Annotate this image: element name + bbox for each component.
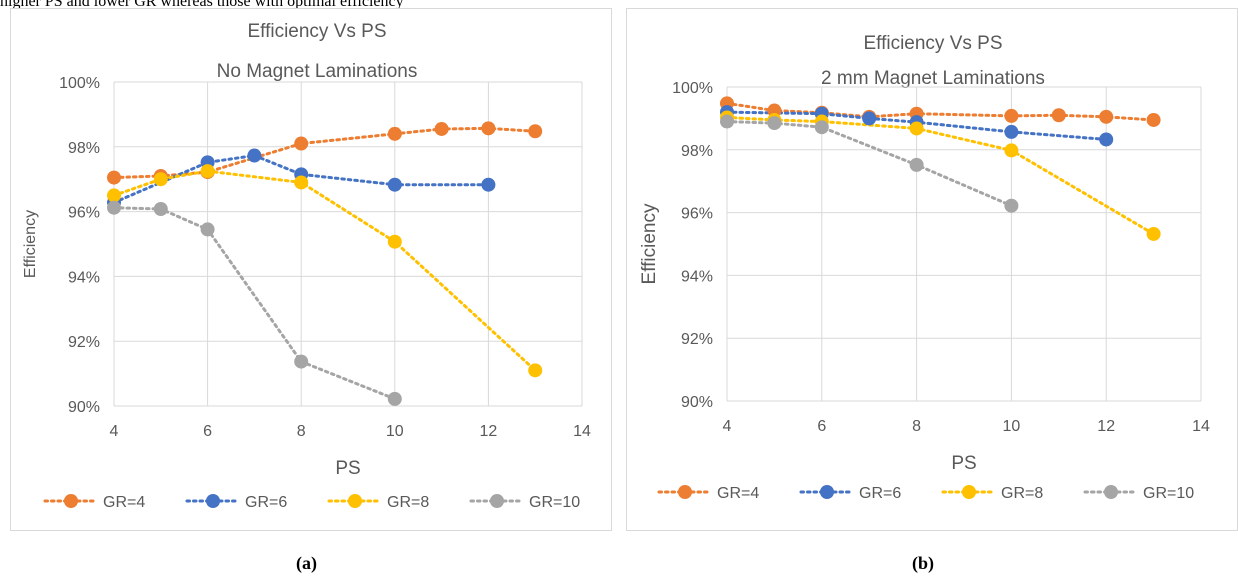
y-tick-label: 96% xyxy=(681,206,713,223)
legend-swatch-marker xyxy=(962,485,976,499)
data-point-gr-8 xyxy=(294,175,309,190)
data-point-gr-8 xyxy=(153,172,168,187)
data-point-gr-6 xyxy=(1099,132,1114,147)
y-tick-label: 94% xyxy=(68,269,100,286)
data-point-gr-10 xyxy=(107,200,121,215)
data-point-gr-10 xyxy=(767,116,782,131)
data-point-gr-10 xyxy=(387,391,402,406)
series-line-gr-4 xyxy=(112,126,537,180)
data-point-gr-4 xyxy=(1004,108,1019,123)
y-tick-label: 92% xyxy=(68,334,100,351)
y-tick-label: 98% xyxy=(68,140,100,157)
data-point-gr-6 xyxy=(247,148,262,163)
data-point-gr-8 xyxy=(909,121,924,136)
chart-panel-b: Efficiency Vs PS 2 mm Magnet Laminations 9… xyxy=(626,8,1238,531)
x-tick-label: 6 xyxy=(817,418,826,435)
legend-swatch-marker xyxy=(490,494,504,508)
data-point-gr-4 xyxy=(528,124,543,139)
data-point-gr-6 xyxy=(481,177,496,192)
x-tick-label: 12 xyxy=(1097,418,1115,435)
y-tick-label: 94% xyxy=(681,268,713,285)
x-tick-label: 10 xyxy=(386,423,404,440)
y-tick-label: 100% xyxy=(59,75,100,92)
data-point-gr-4 xyxy=(1051,108,1066,123)
chart-b-svg: Efficiency Vs PS 2 mm Magnet Laminations 9… xyxy=(639,33,1210,502)
data-point-gr-4 xyxy=(481,121,496,136)
legend-label: GR=8 xyxy=(387,494,429,511)
x-tick-label: 6 xyxy=(203,423,212,440)
sub-label-a: (a) xyxy=(296,553,317,573)
legend-label: GR=6 xyxy=(245,494,287,511)
y-tick-label: 100% xyxy=(672,80,713,97)
y-tick-label: 98% xyxy=(681,143,713,160)
data-point-gr-10 xyxy=(153,202,168,217)
legend-swatch-marker xyxy=(1104,485,1118,499)
caption-fragment: higher PS and lower GR whereas those wit… xyxy=(0,0,404,10)
legend-swatch-marker xyxy=(348,494,362,508)
series-line-gr-6 xyxy=(725,110,1108,141)
series-line-gr-4 xyxy=(725,101,1156,122)
data-point-gr-8 xyxy=(528,363,543,378)
data-point-gr-10 xyxy=(909,157,924,172)
legend-swatch-marker xyxy=(206,494,220,508)
legend-swatch-marker xyxy=(64,494,78,508)
chart-panel-a: Efficiency Vs PS No Magnet Laminations 90%… xyxy=(10,8,612,531)
data-point-gr-4 xyxy=(434,121,449,136)
series-line-gr-8 xyxy=(112,169,537,372)
data-point-gr-10 xyxy=(1004,198,1019,213)
x-tick-label: 14 xyxy=(1192,418,1210,435)
data-point-gr-8 xyxy=(200,164,215,179)
x-tick-label: 8 xyxy=(297,423,306,440)
data-point-gr-8 xyxy=(387,234,402,249)
data-point-gr-4 xyxy=(1099,109,1114,124)
x-tick-label: 8 xyxy=(912,418,921,435)
legend-swatch-marker xyxy=(678,485,692,499)
data-point-gr-8 xyxy=(1146,226,1161,241)
data-point-gr-8 xyxy=(1004,143,1019,158)
legend-label: GR=10 xyxy=(529,494,580,511)
data-point-gr-10 xyxy=(814,120,829,135)
y-tick-label: 92% xyxy=(681,331,713,348)
x-tick-label: 12 xyxy=(480,423,498,440)
legend-label: GR=4 xyxy=(103,494,145,511)
x-tick-label: 10 xyxy=(1003,418,1021,435)
legend-label: GR=10 xyxy=(1143,485,1194,502)
chart-title: Efficiency Vs PS xyxy=(247,21,386,42)
data-point-gr-6 xyxy=(1004,124,1019,139)
legend-swatch-marker xyxy=(820,485,834,499)
x-tick-label: 14 xyxy=(573,423,591,440)
y-axis-label: Efficiency xyxy=(639,203,660,284)
chart-subtitle: 2 mm Magnet Laminations xyxy=(821,68,1045,89)
data-point-gr-4 xyxy=(1146,112,1161,127)
series-line-gr-10 xyxy=(112,206,397,401)
data-point-gr-10 xyxy=(294,354,309,369)
chart-subtitle: No Magnet Laminations xyxy=(217,61,418,82)
data-point-gr-10 xyxy=(720,114,734,129)
legend-label: GR=4 xyxy=(717,485,759,502)
legend-label: GR=8 xyxy=(1001,485,1043,502)
data-point-gr-8 xyxy=(107,188,121,203)
y-tick-label: 90% xyxy=(681,394,713,411)
data-point-gr-6 xyxy=(862,111,877,126)
data-point-gr-4 xyxy=(107,170,121,185)
chart-title: Efficiency Vs PS xyxy=(863,33,1002,54)
chart-a-svg: Efficiency Vs PS No Magnet Laminations 90%… xyxy=(22,21,591,511)
series-line-gr-10 xyxy=(725,120,1013,208)
y-tick-label: 96% xyxy=(68,205,100,222)
x-axis-label: PS xyxy=(951,453,976,474)
legend-label: GR=6 xyxy=(859,485,901,502)
x-tick-label: 4 xyxy=(723,418,732,435)
data-point-gr-4 xyxy=(294,136,309,151)
data-point-gr-4 xyxy=(387,126,402,141)
data-point-gr-6 xyxy=(387,177,402,192)
y-axis-label: Efficiency xyxy=(22,210,39,278)
y-tick-label: 90% xyxy=(68,399,100,416)
sub-label-b: (b) xyxy=(912,553,934,573)
x-tick-label: 4 xyxy=(110,423,119,440)
x-axis-label: PS xyxy=(335,458,360,479)
series-line-gr-6 xyxy=(112,154,490,205)
data-point-gr-10 xyxy=(200,222,215,237)
